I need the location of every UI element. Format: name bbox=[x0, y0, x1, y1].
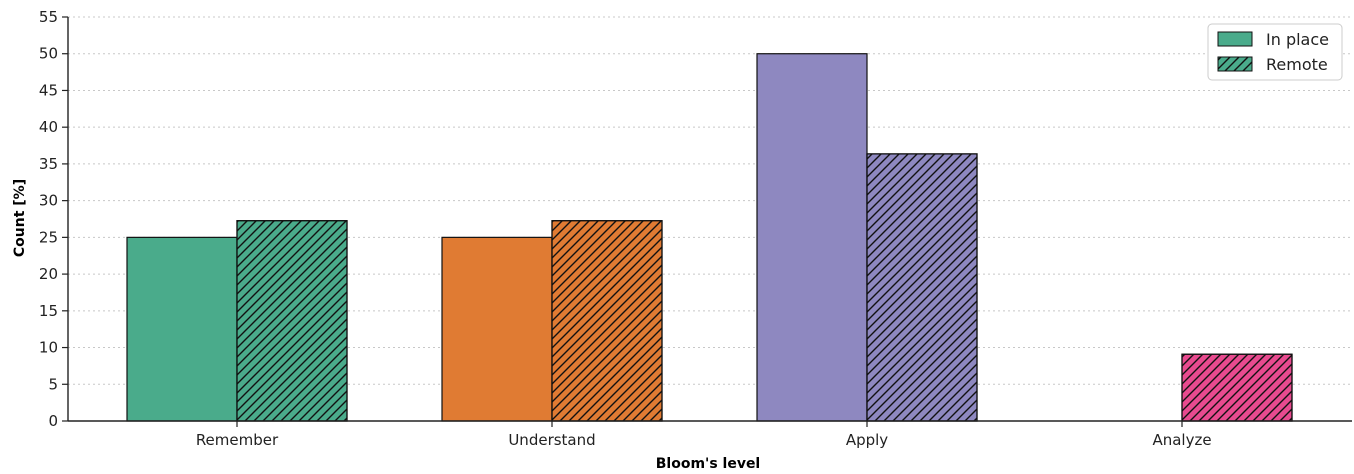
y-tick-label: 30 bbox=[39, 192, 58, 210]
legend: In place Remote bbox=[1207, 23, 1343, 81]
y-tick-label: 40 bbox=[39, 118, 58, 136]
x-axis-label: Bloom's level bbox=[656, 456, 761, 472]
bars bbox=[126, 53, 1293, 422]
y-tick-label: 0 bbox=[48, 412, 58, 430]
x-tick-label: Analyze bbox=[1152, 431, 1211, 449]
y-tick-label: 10 bbox=[39, 339, 58, 357]
x-tick-label: Remember bbox=[196, 431, 279, 449]
y-tick-label: 5 bbox=[48, 375, 58, 393]
bar-hatch-apply bbox=[866, 153, 978, 422]
bar-apply-in-place bbox=[756, 53, 868, 422]
bar-remember-in-place bbox=[126, 236, 238, 422]
bar-understand-in-place bbox=[441, 236, 553, 422]
x-tick-label: Understand bbox=[508, 431, 595, 449]
y-tick-label: 55 bbox=[39, 8, 58, 26]
y-tick-label: 50 bbox=[39, 45, 58, 63]
y-ticks: 0 5 10 15 20 25 30 35 40 45 50 55 bbox=[39, 8, 68, 430]
y-tick-label: 25 bbox=[39, 228, 58, 246]
legend-label-in-place: In place bbox=[1266, 30, 1329, 49]
x-ticks: Remember Understand Apply Analyze bbox=[196, 421, 1212, 449]
legend-label-remote: Remote bbox=[1266, 55, 1328, 74]
legend-swatch-remote-hatch bbox=[1217, 56, 1253, 72]
axes bbox=[67, 17, 1352, 422]
x-tick-label: Apply bbox=[846, 431, 888, 449]
bar-hatch-analyze bbox=[1181, 353, 1293, 422]
y-tick-label: 45 bbox=[39, 81, 58, 99]
y-tick-label: 35 bbox=[39, 155, 58, 173]
bar-hatch-remember bbox=[236, 220, 348, 422]
y-axis-label: Count [%] bbox=[12, 179, 28, 257]
y-tick-label: 15 bbox=[39, 302, 58, 320]
legend-swatch-in-place bbox=[1217, 31, 1253, 47]
grid-lines bbox=[68, 16, 1352, 385]
bar-hatch-understand bbox=[551, 220, 663, 422]
y-tick-label: 20 bbox=[39, 265, 58, 283]
